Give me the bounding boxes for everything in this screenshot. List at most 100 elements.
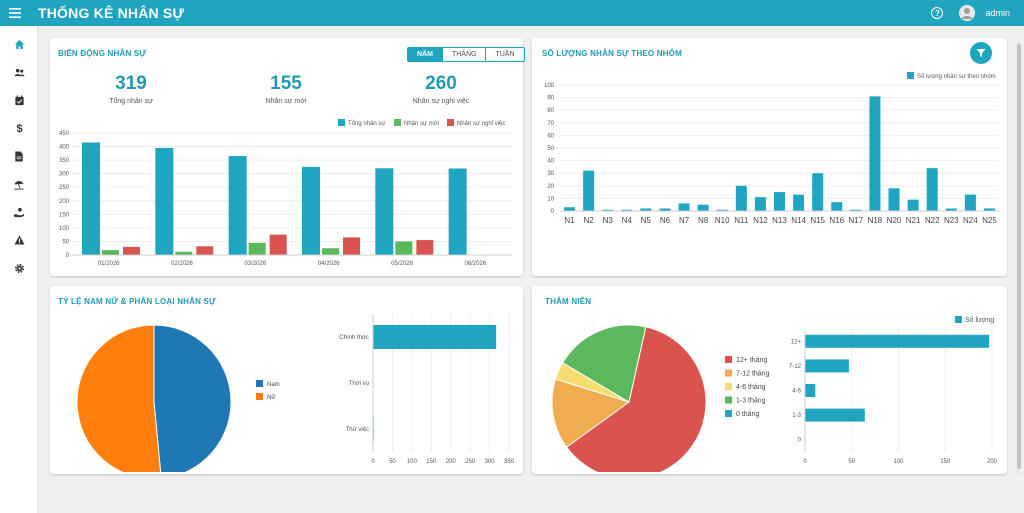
y-tick-label: 12+ xyxy=(791,339,802,345)
tab-month[interactable]: THÁNG xyxy=(441,48,486,61)
bar xyxy=(812,173,824,211)
x-tick-label: N24 xyxy=(963,216,978,225)
y-tick-label: 100 xyxy=(544,83,555,89)
stat-quit-value: 260 xyxy=(425,73,457,94)
page-scrollbar[interactable] xyxy=(1016,38,1022,475)
legend-label: 1-3 tháng xyxy=(736,398,766,405)
y-tick-label: 50 xyxy=(62,239,69,245)
legend-label: Nhân sự mới xyxy=(404,121,439,127)
y-tick-label: 90 xyxy=(547,96,554,102)
x-tick-label: N3 xyxy=(603,216,614,225)
pie-slice xyxy=(153,324,232,472)
bar xyxy=(228,156,247,255)
hand-coin-icon xyxy=(13,207,25,217)
sidebar-item-people[interactable] xyxy=(0,62,38,82)
legend-label: Nữ xyxy=(267,395,275,401)
x-tick-label: N21 xyxy=(906,216,921,225)
x-tick-label: 150 xyxy=(426,459,437,465)
sidebar-item-attendance[interactable] xyxy=(0,90,38,110)
bar xyxy=(395,241,413,255)
x-tick-label: N13 xyxy=(772,216,787,225)
bar xyxy=(302,166,320,255)
pie-slice xyxy=(565,326,707,472)
group-bar-chart: Số lượng nhân sự theo nhóm 0 10 20 30 40 50 60 7… xyxy=(544,72,999,225)
y-tick-label: 250 xyxy=(59,185,70,191)
scrollbar-thumb[interactable] xyxy=(1017,44,1021,469)
bar xyxy=(602,209,614,211)
user-name[interactable]: admin xyxy=(985,8,1010,18)
bar xyxy=(926,168,938,211)
bar xyxy=(659,208,671,211)
sidebar-item-documents[interactable] xyxy=(0,146,38,166)
legend-swatch xyxy=(725,369,732,377)
x-tick-label: N22 xyxy=(925,216,940,225)
home-icon xyxy=(14,39,24,49)
bar xyxy=(248,242,266,255)
y-tick-label: 60 xyxy=(547,133,554,139)
y-tick-label: 150 xyxy=(59,212,70,218)
sidebar-item-settings[interactable] xyxy=(0,258,38,278)
bar xyxy=(583,170,595,211)
bar xyxy=(716,209,728,211)
y-tick-label: 0 xyxy=(66,253,70,259)
bar xyxy=(123,246,140,255)
filter-button[interactable] xyxy=(970,42,992,64)
bar xyxy=(831,202,843,211)
card-seniority: THÂM NIÊN 12+ tháng 7-12 tháng 4-6 tháng 1-… xyxy=(532,286,1007,474)
stat-new: 155 Nhân sự mới xyxy=(226,73,346,105)
y-tick-label: 300 xyxy=(59,172,70,178)
card-title-gender: TỶ LỆ NAM NỮ & PHÂN LOẠI NHÂN SỰ xyxy=(58,297,216,306)
bar xyxy=(322,248,339,255)
avatar[interactable] xyxy=(959,5,976,21)
stat-new-label: Nhân sự mới xyxy=(265,98,307,105)
x-tick-label: N7 xyxy=(679,216,690,225)
x-tick-label: N14 xyxy=(791,216,806,225)
stat-total-label: Tổng nhân sự xyxy=(109,98,153,105)
tab-week[interactable]: TUẦN xyxy=(485,48,523,61)
legend-swatch xyxy=(256,380,263,387)
seniority-bar-chart: Số lượng 0 50 100 150 200 12+ 7-12 4-6 1-3 0 xyxy=(789,315,998,465)
legend-label: 4-6 tháng xyxy=(736,384,766,391)
legend-label: Tổng nhân sự xyxy=(348,120,385,127)
y-tick-label: 350 xyxy=(59,158,70,164)
y-tick-label: 50 xyxy=(547,146,554,152)
bar xyxy=(678,203,690,211)
y-tick-label: 40 xyxy=(547,159,554,165)
x-tick-label: N10 xyxy=(715,216,730,225)
sidebar-item-leave[interactable] xyxy=(0,174,38,194)
x-tick-label: 05/2026 xyxy=(391,261,413,267)
pie-slice xyxy=(562,324,647,403)
help-icon[interactable]: ? xyxy=(931,7,944,19)
sidebar-item-benefits[interactable] xyxy=(0,202,38,222)
tab-year[interactable]: NĂM xyxy=(408,48,442,61)
y-tick-label: Thử việc xyxy=(346,426,369,433)
sidebar-item-warnings[interactable] xyxy=(0,230,38,250)
hamburger-menu-icon[interactable] xyxy=(0,0,30,26)
bar xyxy=(697,204,709,211)
y-tick-label: 0 xyxy=(798,438,802,444)
x-tick-label: N2 xyxy=(584,216,595,225)
bar xyxy=(907,199,919,211)
beach-umbrella-icon xyxy=(14,180,24,190)
x-tick-label: 01/2026 xyxy=(98,261,120,267)
sidebar-item-salary[interactable]: $ xyxy=(0,118,38,138)
svg-text:$: $ xyxy=(16,123,22,134)
y-tick-label: 1-3 xyxy=(792,413,801,419)
bar xyxy=(155,147,174,255)
legend-swatch xyxy=(256,393,263,400)
legend-swatch xyxy=(725,383,732,390)
y-tick-label: 70 xyxy=(547,121,554,127)
legend-swatch xyxy=(447,119,454,126)
bar xyxy=(82,142,100,255)
bar xyxy=(850,209,862,211)
card-gender: TỶ LỆ NAM NỮ & PHÂN LOẠI NHÂN SỰ Nam Nữ 0… xyxy=(50,286,523,474)
x-tick-label: 04/2026 xyxy=(318,261,340,267)
card-title-fluctuation: BIẾN ĐỘNG NHÂN SỰ xyxy=(58,49,147,58)
sidebar-item-home[interactable] xyxy=(0,34,38,54)
x-tick-label: N1 xyxy=(564,216,575,225)
gear-icon xyxy=(14,263,24,273)
x-tick-label: N20 xyxy=(887,216,902,225)
pie-slice xyxy=(76,324,162,472)
y-tick-label: 4-6 xyxy=(792,389,801,395)
x-tick-label: 100 xyxy=(893,459,904,465)
